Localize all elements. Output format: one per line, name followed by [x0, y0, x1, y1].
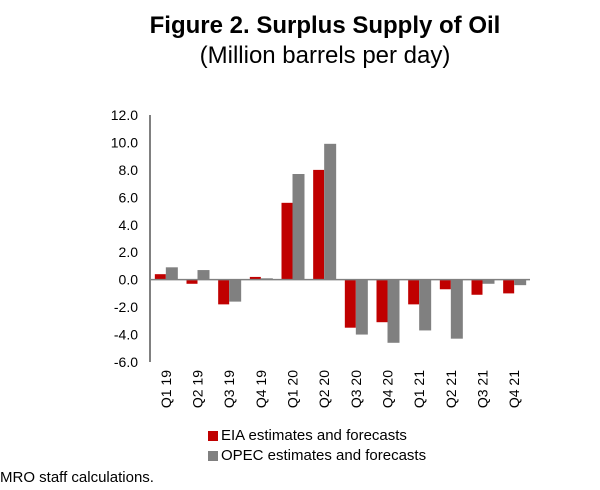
bar-opec [197, 270, 210, 280]
bar-opec [324, 143, 337, 280]
bar-eia [186, 279, 198, 284]
x-tick-label: Q4 19 [253, 370, 269, 408]
bar-opec [514, 279, 527, 286]
legend-label-eia: EIA estimates and forecasts [221, 427, 407, 444]
y-tick-label: 12.0 [111, 107, 138, 123]
bar-eia [503, 279, 515, 294]
chart-title: Figure 2. Surplus Supply of Oil [149, 12, 501, 39]
chart-subtitle: (Million barrels per day) [199, 42, 451, 69]
x-tick-label: Q3 20 [348, 370, 364, 408]
x-tick-label: Q3 21 [475, 370, 491, 408]
bar-eia [154, 274, 166, 280]
bar-eia [249, 276, 261, 280]
bar-opec [419, 279, 432, 331]
y-tick-label: 10.0 [111, 134, 138, 150]
bar-opec [165, 267, 178, 280]
bar-eia [313, 169, 325, 280]
bar-opec [229, 279, 242, 302]
x-tick-label: Q1 19 [158, 370, 174, 408]
x-tick-label: Q3 19 [221, 370, 237, 408]
x-tick-label: Q2 19 [190, 370, 206, 408]
y-tick-label: 0.0 [119, 272, 139, 288]
bar-eia [408, 279, 420, 305]
y-tick-label: 8.0 [119, 162, 139, 178]
bar-opec [450, 279, 463, 339]
y-tick-label: 6.0 [119, 189, 139, 205]
y-tick-label: -2.0 [114, 299, 138, 315]
x-tick-label: Q1 20 [285, 370, 301, 408]
bar-opec [292, 174, 305, 280]
bar-opec [482, 279, 495, 284]
bar-eia [439, 279, 451, 290]
bar-eia [376, 279, 388, 323]
footnote: MRO staff calculations. [0, 469, 154, 486]
legend-swatch-opec [208, 450, 218, 461]
x-tick-label: Q2 21 [443, 370, 459, 408]
legend-item-opec: OPEC estimates and forecasts [208, 447, 426, 464]
legend-item-eia: EIA estimates and forecasts [208, 427, 407, 444]
bar-opec [355, 279, 368, 335]
y-tick-label: 2.0 [119, 244, 139, 260]
bar-opec [387, 279, 400, 343]
bar-eia [218, 279, 230, 305]
legend-swatch-eia [208, 430, 218, 441]
y-tick-label: 4.0 [119, 217, 139, 233]
x-tick-label: Q4 21 [506, 370, 522, 408]
y-tick-label: -4.0 [114, 327, 138, 343]
x-tick-label: Q4 20 [380, 370, 396, 408]
legend-label-opec: OPEC estimates and forecasts [221, 447, 427, 464]
x-tick-label: Q1 21 [411, 370, 427, 408]
y-tick-label: -6.0 [114, 354, 138, 370]
bar-eia [281, 202, 293, 280]
x-tick-label: Q2 20 [316, 370, 332, 408]
bar-eia [344, 279, 356, 328]
bar-eia [471, 279, 483, 295]
